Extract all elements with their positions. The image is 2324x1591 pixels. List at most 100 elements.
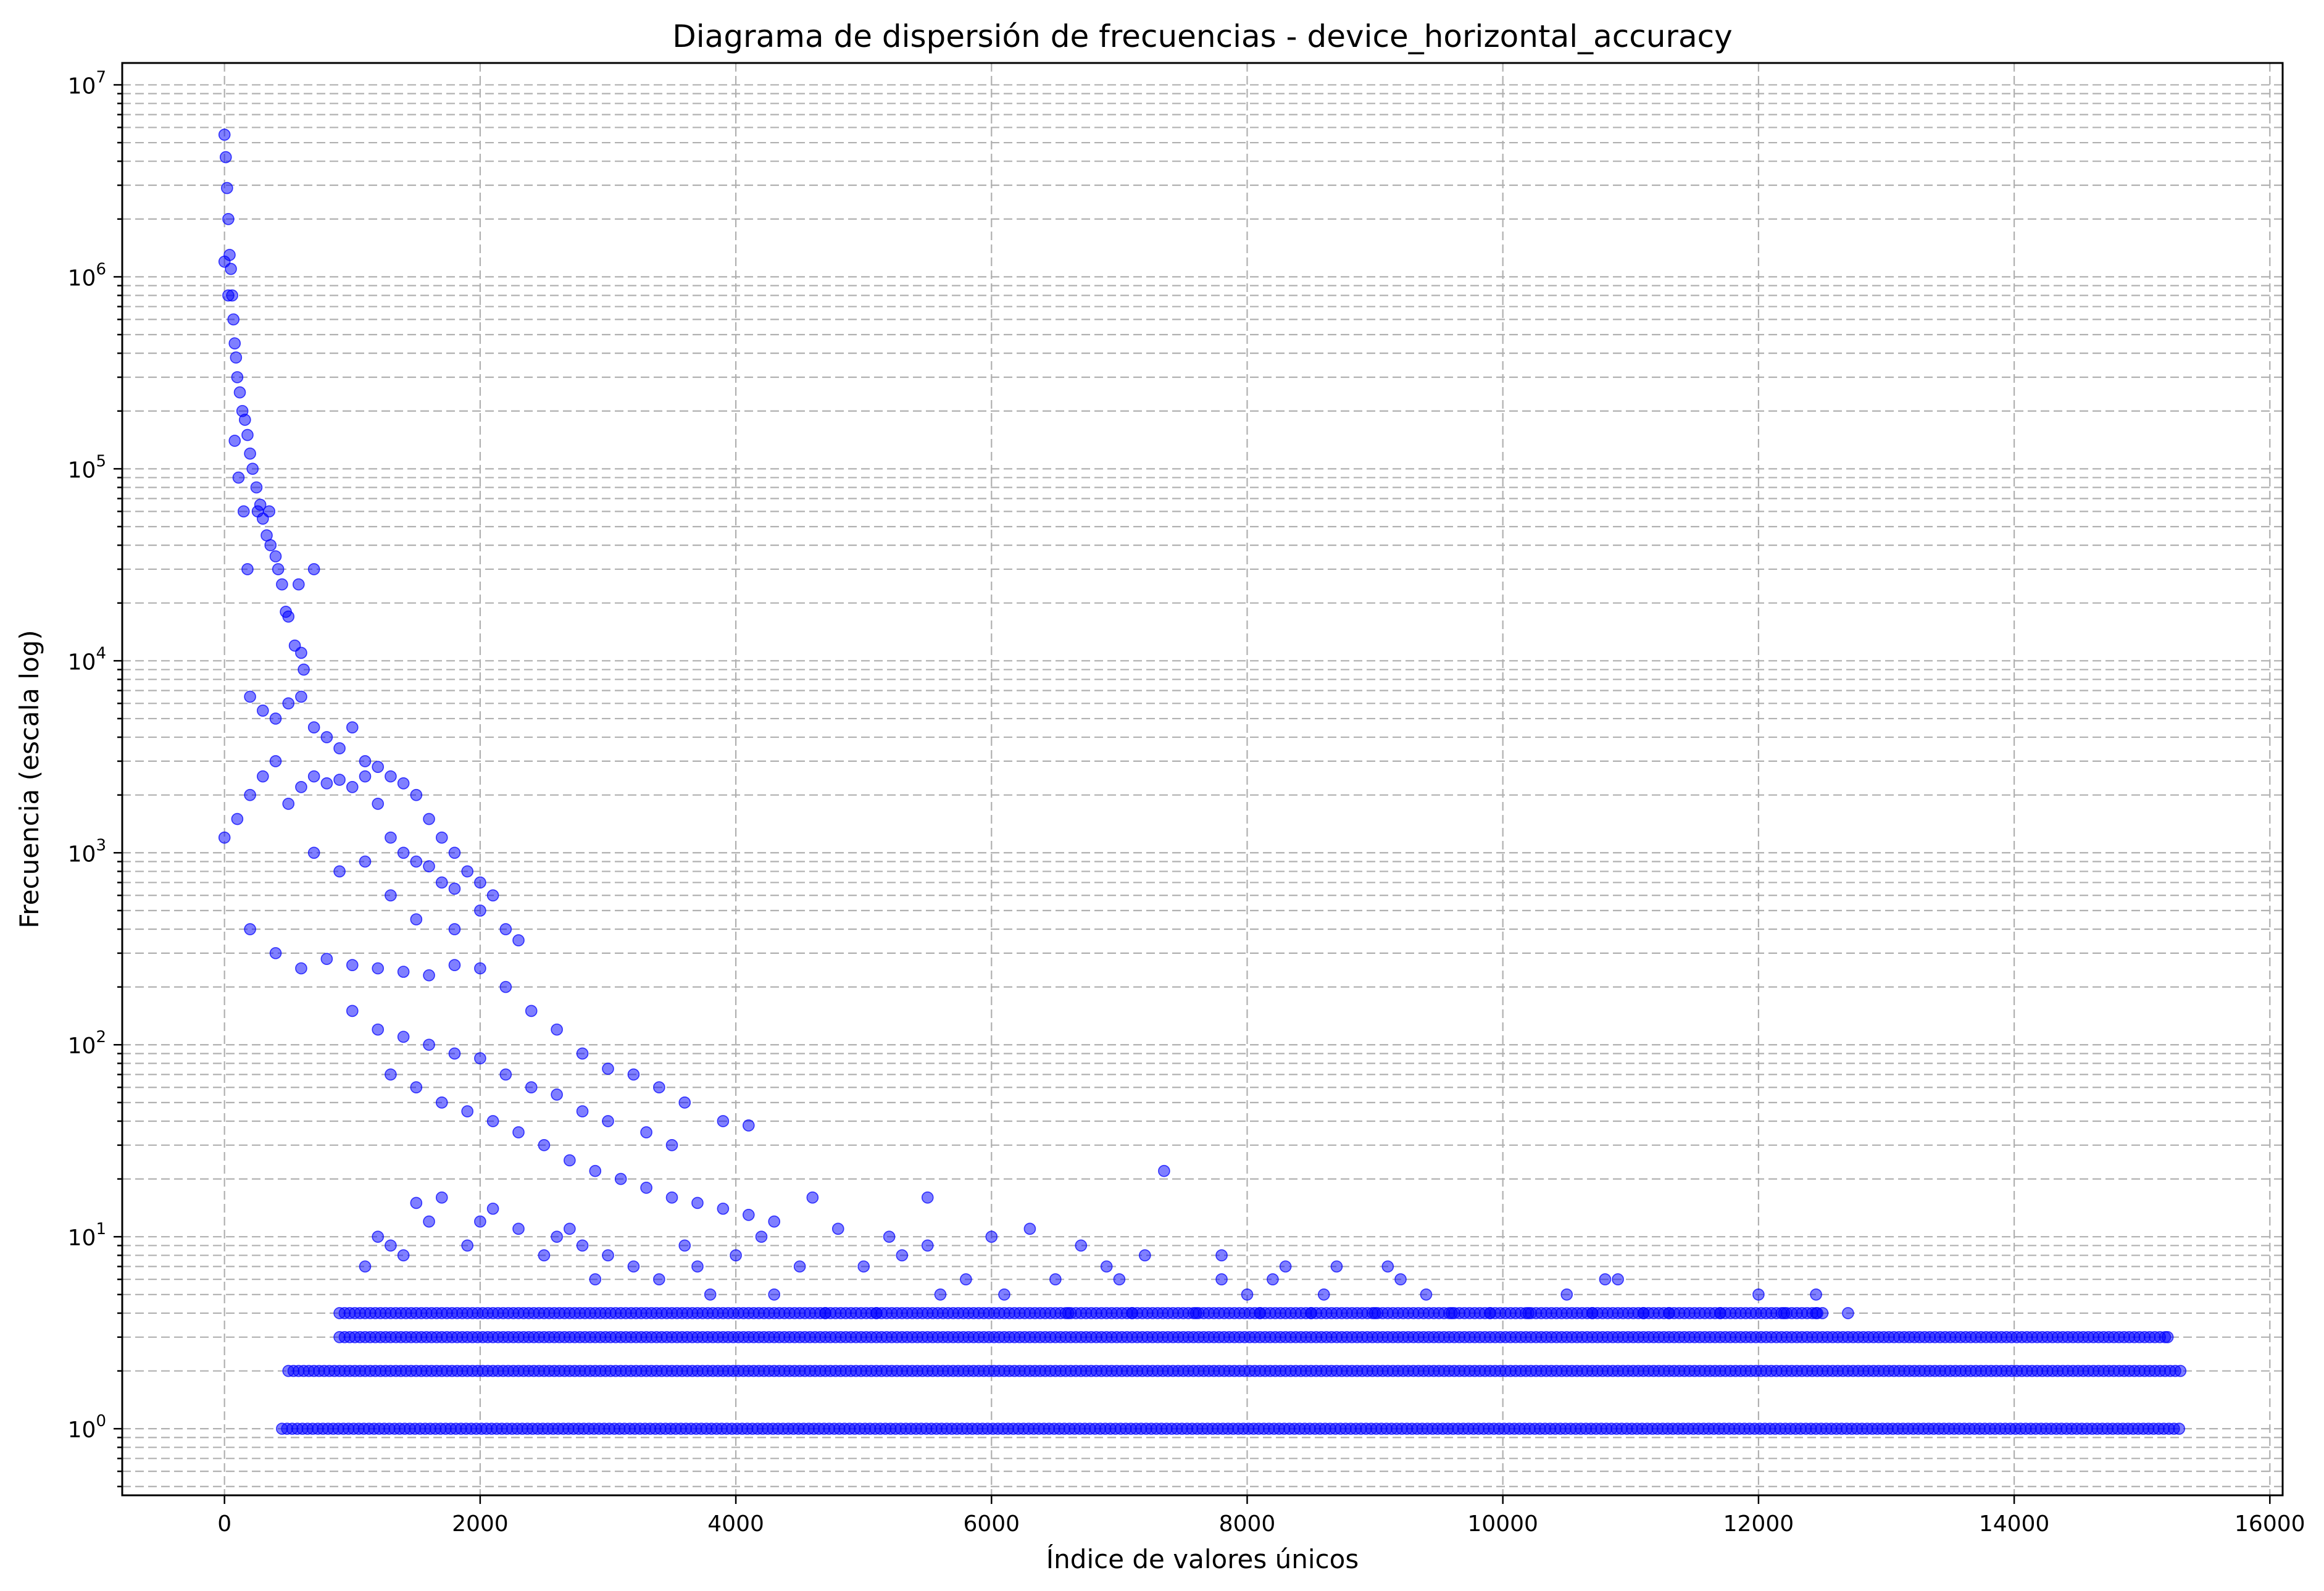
x-tick-label: 16000	[2234, 1511, 2305, 1537]
data-point	[1113, 1273, 1126, 1285]
data-point	[385, 770, 397, 783]
y-tick-label: 105	[68, 452, 106, 483]
data-point	[730, 1249, 742, 1262]
data-point	[665, 1191, 678, 1204]
x-tick-label: 8000	[1219, 1511, 1276, 1537]
data-point	[1420, 1288, 1433, 1301]
data-point	[602, 1249, 614, 1262]
data-point	[307, 563, 320, 575]
data-point	[538, 1139, 551, 1151]
data-point	[653, 1081, 665, 1094]
data-point	[512, 934, 525, 946]
x-tick-label: 4000	[707, 1511, 764, 1537]
data-point	[423, 1038, 435, 1051]
data-point	[576, 1105, 589, 1117]
data-point	[292, 578, 305, 591]
data-point	[228, 435, 241, 447]
data-point	[896, 1249, 909, 1262]
data-point	[385, 1239, 397, 1252]
data-point	[461, 1239, 473, 1252]
data-points	[218, 128, 2187, 1435]
data-point	[691, 1260, 704, 1273]
data-point	[218, 831, 231, 844]
data-point	[486, 1115, 499, 1127]
data-point	[237, 505, 250, 518]
data-point	[768, 1215, 781, 1228]
data-point	[435, 831, 448, 844]
data-point	[1612, 1273, 1624, 1285]
data-point	[640, 1182, 652, 1194]
band-point	[2173, 1422, 2186, 1435]
data-point	[461, 865, 473, 878]
x-tick-label: 14000	[1979, 1511, 2050, 1537]
data-point	[499, 1068, 512, 1081]
y-tick-label: 103	[68, 836, 106, 867]
data-point	[1394, 1273, 1407, 1285]
data-point	[233, 386, 246, 399]
data-point	[410, 913, 423, 925]
data-point	[985, 1230, 998, 1243]
data-point	[410, 1196, 423, 1209]
data-point	[269, 947, 282, 959]
data-point	[448, 923, 461, 935]
band-point	[1816, 1307, 1829, 1319]
y-tick-label: 104	[68, 644, 106, 675]
x-tick-label: 6000	[963, 1511, 1020, 1537]
data-point	[678, 1096, 691, 1109]
data-point	[793, 1260, 806, 1273]
data-point	[231, 812, 244, 825]
data-point	[551, 1023, 563, 1036]
data-point	[320, 731, 333, 743]
data-point	[282, 610, 295, 623]
x-tick-label: 2000	[452, 1511, 509, 1537]
data-point	[602, 1063, 614, 1075]
data-point	[589, 1164, 602, 1177]
data-point	[1049, 1273, 1062, 1285]
data-point	[806, 1191, 819, 1204]
data-point	[397, 1249, 410, 1262]
data-point	[372, 1023, 385, 1036]
data-point	[333, 865, 346, 878]
data-point	[474, 904, 486, 917]
data-point	[448, 846, 461, 859]
data-point	[307, 846, 320, 859]
data-point	[251, 505, 264, 518]
data-point	[221, 182, 233, 194]
y-axis-ticks: 100 101 102 103 104 105 106 107	[68, 68, 122, 1488]
data-point	[333, 774, 346, 786]
data-point	[1810, 1288, 1822, 1301]
data-point	[921, 1191, 934, 1204]
data-point	[1330, 1260, 1343, 1273]
data-point	[1100, 1260, 1113, 1273]
data-point	[564, 1222, 576, 1235]
data-point	[246, 462, 259, 475]
data-point	[1241, 1288, 1254, 1301]
data-point	[1842, 1307, 1854, 1319]
data-point	[282, 798, 295, 810]
data-point	[627, 1260, 640, 1273]
data-point	[410, 788, 423, 801]
data-point	[372, 798, 385, 810]
data-point	[589, 1273, 602, 1285]
data-point	[359, 855, 372, 868]
data-point	[410, 855, 423, 868]
data-point	[232, 471, 245, 484]
data-point	[372, 761, 385, 774]
data-point	[222, 212, 235, 225]
data-point	[448, 1047, 461, 1060]
data-point	[219, 151, 232, 164]
data-point	[222, 289, 235, 302]
data-point	[474, 1052, 486, 1064]
data-point	[1075, 1239, 1088, 1252]
data-point	[883, 1230, 896, 1243]
data-point	[768, 1288, 781, 1301]
data-point	[512, 1126, 525, 1138]
data-point	[282, 697, 295, 710]
data-point	[218, 255, 231, 268]
data-point	[1267, 1273, 1279, 1285]
data-point	[228, 337, 241, 350]
data-point	[499, 923, 512, 935]
data-point	[320, 777, 333, 790]
data-point	[512, 1222, 525, 1235]
y-axis-label: Frecuencia (escala log)	[14, 630, 44, 928]
